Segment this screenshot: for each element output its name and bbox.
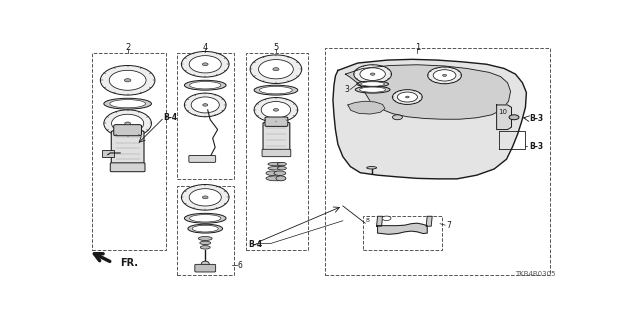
Circle shape: [273, 68, 279, 71]
Ellipse shape: [254, 98, 298, 122]
Ellipse shape: [198, 236, 212, 240]
Ellipse shape: [181, 52, 229, 77]
Bar: [363, 216, 442, 250]
Ellipse shape: [355, 86, 390, 93]
Ellipse shape: [184, 213, 226, 223]
FancyBboxPatch shape: [265, 117, 288, 126]
Ellipse shape: [191, 97, 220, 113]
Circle shape: [125, 122, 131, 125]
Circle shape: [202, 196, 208, 199]
Circle shape: [124, 79, 131, 82]
Text: 5: 5: [273, 43, 278, 52]
Ellipse shape: [110, 100, 145, 108]
Circle shape: [273, 108, 278, 111]
Ellipse shape: [189, 82, 221, 89]
Bar: [92, 53, 166, 250]
Polygon shape: [426, 216, 432, 226]
Text: B-3: B-3: [529, 114, 543, 123]
FancyBboxPatch shape: [110, 163, 145, 172]
Ellipse shape: [356, 81, 388, 87]
Bar: [177, 186, 234, 275]
Text: FR.: FR.: [120, 258, 138, 268]
Polygon shape: [378, 223, 428, 234]
Bar: [246, 53, 308, 250]
FancyBboxPatch shape: [262, 149, 291, 157]
Circle shape: [203, 104, 208, 106]
Ellipse shape: [184, 93, 226, 117]
FancyBboxPatch shape: [114, 124, 141, 136]
FancyBboxPatch shape: [111, 131, 144, 165]
Ellipse shape: [189, 215, 221, 222]
Ellipse shape: [277, 162, 286, 166]
Text: B-4: B-4: [163, 113, 177, 122]
Circle shape: [202, 63, 208, 66]
Ellipse shape: [192, 225, 218, 232]
Ellipse shape: [360, 87, 386, 92]
Ellipse shape: [274, 171, 286, 175]
Text: 1: 1: [415, 43, 420, 52]
Polygon shape: [376, 216, 383, 226]
Text: B-4: B-4: [249, 240, 263, 249]
Ellipse shape: [354, 65, 392, 84]
Text: 4: 4: [203, 43, 208, 52]
Polygon shape: [497, 105, 511, 130]
Circle shape: [392, 115, 403, 120]
Circle shape: [509, 115, 519, 120]
Ellipse shape: [104, 98, 152, 109]
Ellipse shape: [266, 176, 286, 181]
Ellipse shape: [261, 101, 291, 118]
Polygon shape: [346, 65, 511, 119]
Ellipse shape: [392, 90, 422, 104]
Polygon shape: [333, 59, 527, 179]
Ellipse shape: [276, 176, 286, 181]
Ellipse shape: [109, 70, 146, 90]
Ellipse shape: [201, 261, 209, 267]
Ellipse shape: [367, 166, 376, 169]
Text: 8: 8: [365, 218, 370, 223]
FancyBboxPatch shape: [195, 264, 216, 272]
Ellipse shape: [259, 60, 293, 79]
Ellipse shape: [189, 189, 221, 206]
Ellipse shape: [268, 162, 284, 166]
Ellipse shape: [360, 68, 385, 80]
Circle shape: [382, 216, 391, 220]
Ellipse shape: [277, 166, 286, 170]
Bar: [177, 53, 234, 179]
FancyBboxPatch shape: [102, 149, 115, 157]
Ellipse shape: [254, 85, 298, 95]
Ellipse shape: [181, 185, 229, 210]
Ellipse shape: [189, 56, 221, 73]
FancyBboxPatch shape: [189, 156, 216, 162]
FancyBboxPatch shape: [263, 123, 290, 151]
Circle shape: [371, 73, 375, 75]
Ellipse shape: [268, 166, 284, 170]
Ellipse shape: [100, 66, 155, 95]
Text: 10: 10: [498, 109, 507, 115]
Circle shape: [406, 96, 409, 98]
Ellipse shape: [188, 224, 223, 233]
Text: 6: 6: [237, 260, 243, 269]
Text: TKB4B0305: TKB4B0305: [515, 271, 555, 277]
Polygon shape: [348, 101, 385, 114]
Ellipse shape: [200, 241, 211, 244]
Text: B-3: B-3: [529, 142, 543, 151]
Ellipse shape: [184, 80, 226, 90]
Ellipse shape: [266, 171, 278, 175]
Ellipse shape: [397, 92, 417, 102]
Text: 3: 3: [344, 85, 349, 94]
Ellipse shape: [361, 82, 385, 86]
Text: 7: 7: [446, 221, 451, 230]
Ellipse shape: [433, 70, 456, 81]
Circle shape: [442, 74, 447, 76]
Ellipse shape: [260, 86, 292, 94]
Ellipse shape: [250, 55, 301, 84]
Text: 2: 2: [125, 43, 131, 52]
Ellipse shape: [104, 110, 152, 137]
Ellipse shape: [428, 67, 461, 84]
Bar: [324, 48, 550, 275]
Ellipse shape: [111, 114, 144, 132]
Ellipse shape: [200, 246, 210, 249]
